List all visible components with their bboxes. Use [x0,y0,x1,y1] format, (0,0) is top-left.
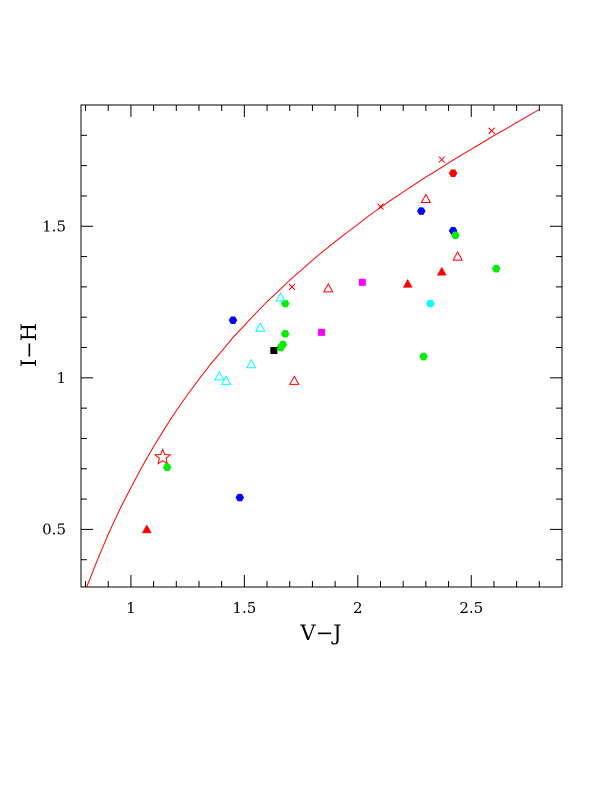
data-point-hexagon [280,330,290,338]
data-point-hexagon [280,299,290,308]
data-point-hexagon [451,231,460,240]
data-point-square [358,278,366,286]
data-point-hexagon [278,340,288,349]
data-point-open-triangle [214,370,225,381]
data-point-hexagon [419,352,428,361]
y-tick-label: 1 [56,369,66,387]
data-point-filled-triangle [402,278,413,288]
curve-cross-marker [288,283,296,291]
data-point-open-triangle [254,322,266,332]
data-point-open-triangle [452,251,463,261]
data-point-hexagon [235,493,245,502]
data-point-hexagon [448,169,458,177]
data-point-open-triangle [288,375,300,385]
plot-content [86,109,540,587]
data-point-open-triangle [275,291,287,302]
plot-frame [80,104,563,588]
x-axis-title: V−J [299,621,341,645]
y-tick-label: 1.5 [42,217,66,235]
data-point-filled-triangle [436,266,447,276]
y-axis-title: I−H [17,323,41,367]
data-point-hexagon [417,207,426,215]
x-tick-label: 1.5 [232,599,256,617]
x-tick-label: 2 [353,599,363,617]
y-tick-label: 0.5 [42,520,66,538]
data-point-open-triangle [220,375,232,385]
data-point-open-triangle [245,358,257,369]
y-tick-labels: 0.5 1 1.5 [42,217,66,538]
data-point-open-triangle [322,282,334,293]
curve-cross-marker [438,156,446,163]
data-point-hexagon [426,299,435,308]
x-tick-labels: 1 1.5 2 2.5 [126,599,483,617]
data-point-square [318,328,325,336]
data-point-square [270,347,278,355]
data-point-hexagon [228,316,238,324]
curve-cross-marker [377,203,384,210]
x-tick-label: 2.5 [459,599,483,617]
data-point-hexagon [491,264,501,273]
data-point-hexagon [162,463,172,471]
data-point-open-triangle [420,193,432,203]
x-tick-label: 1 [126,599,136,617]
data-point-filled-triangle [141,524,152,534]
star-marker [153,447,172,465]
model-curve [86,109,540,587]
curve-cross-marker [488,127,496,135]
axis-ticks [81,104,563,587]
